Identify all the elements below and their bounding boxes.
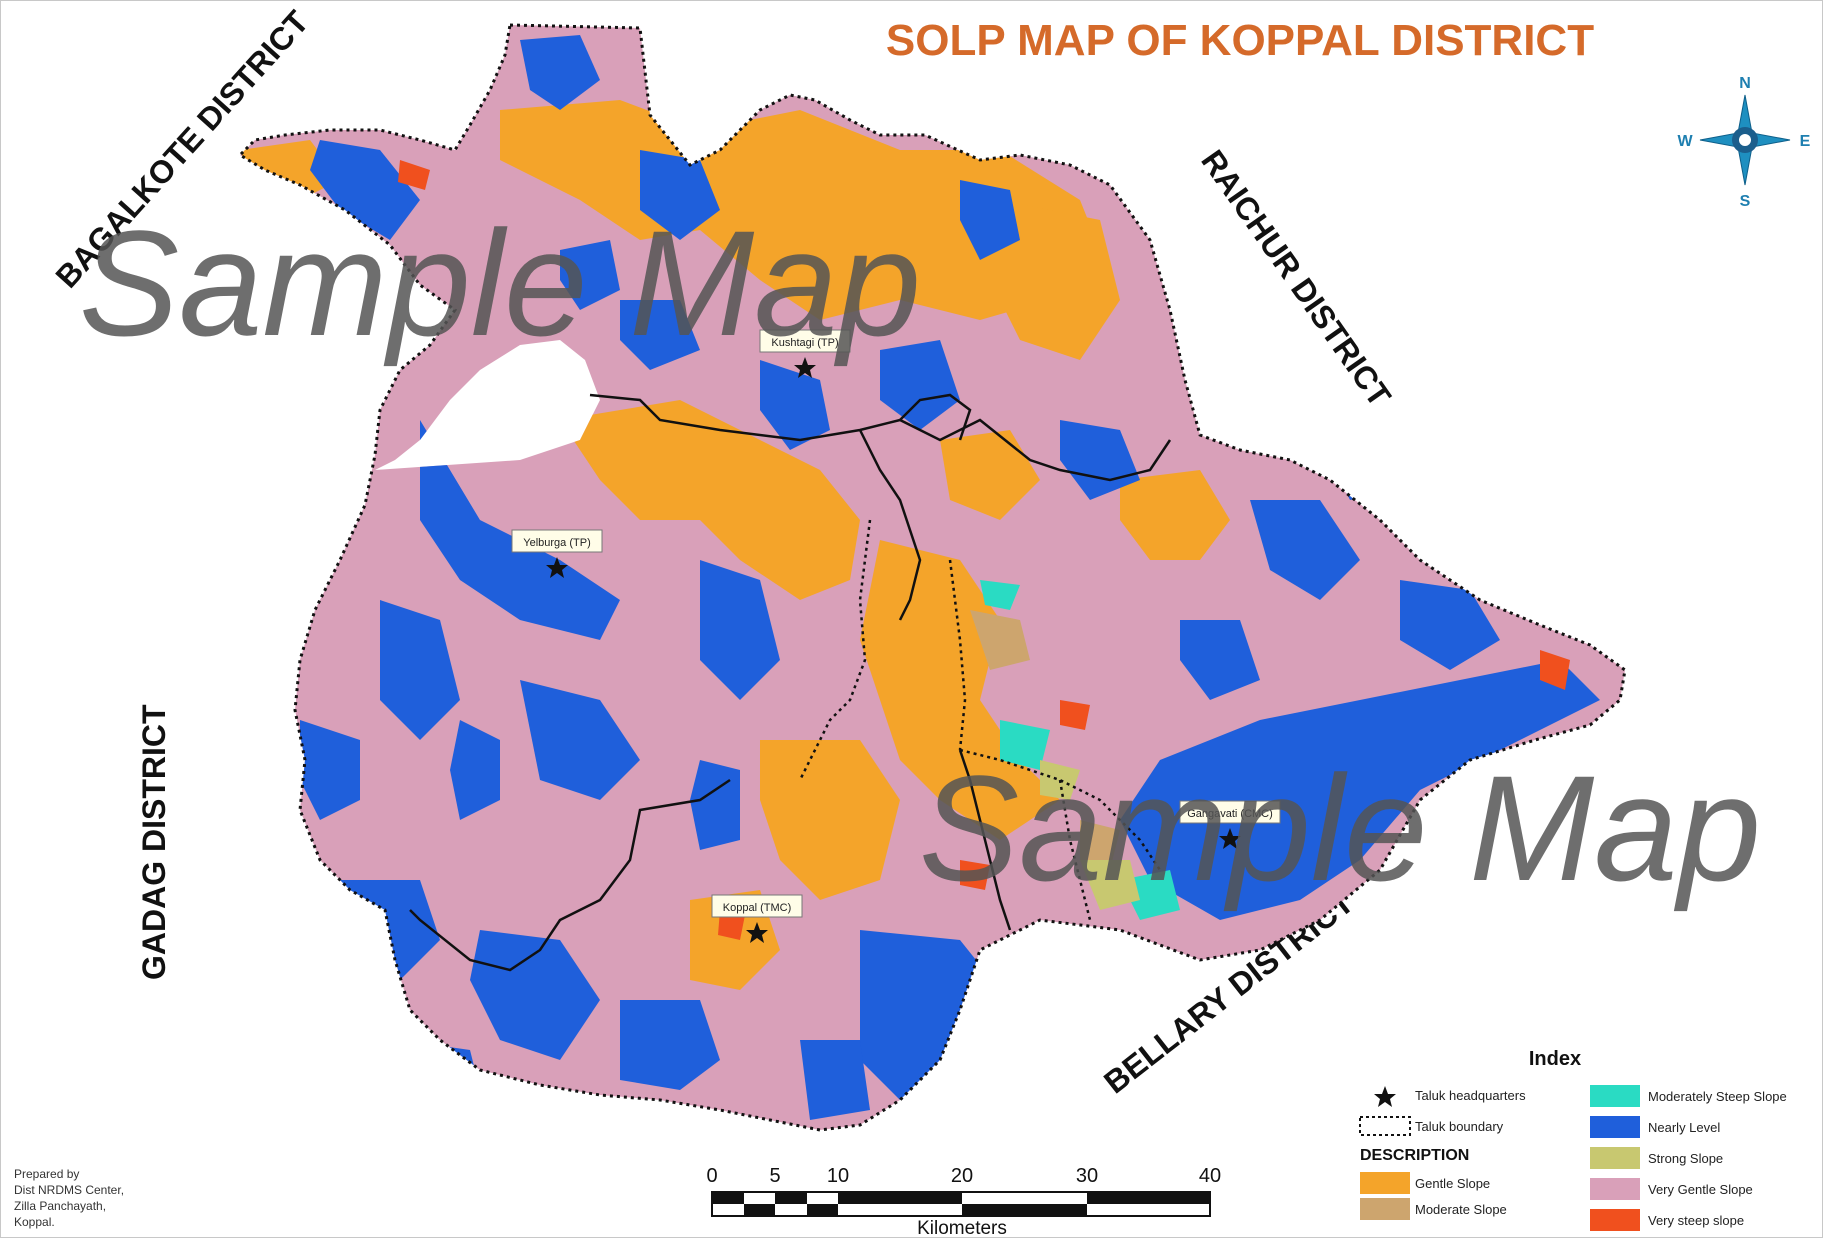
- credit-line: Koppal.: [14, 1215, 55, 1229]
- legend-description-heading: DESCRIPTION: [1360, 1147, 1469, 1164]
- credit-line: Zilla Panchayath,: [14, 1199, 106, 1213]
- scale-tick-label: 10: [827, 1165, 849, 1187]
- legend-label-strong-slope: Strong Slope: [1648, 1151, 1723, 1166]
- taluk-hq-star-icon: [546, 557, 568, 578]
- taluk-boundaries-dotted: [798, 519, 1162, 921]
- scale-unit: Kilometers: [917, 1218, 1007, 1238]
- credits: Prepared by Dist NRDMS Center, Zilla Pan…: [14, 1167, 124, 1229]
- swatch-very-gentle-slope: [1590, 1178, 1640, 1200]
- legend-label-very-gentle-slope: Very Gentle Slope: [1648, 1182, 1753, 1197]
- legend-label-taluk-hq: Taluk headquarters: [1415, 1088, 1526, 1103]
- credit-line: Prepared by: [14, 1167, 79, 1181]
- watermark: Sample Map: [919, 744, 1761, 912]
- swatch-very-steep-slope: [1590, 1209, 1640, 1231]
- town-koppal: Koppal (TMC): [711, 894, 803, 943]
- legend-title: Index: [1529, 1048, 1581, 1070]
- scale-tick-label: 0: [706, 1165, 717, 1187]
- scale-tick-label: 30: [1076, 1165, 1098, 1187]
- legend-label-gentle-slope: Gentle Slope: [1415, 1176, 1490, 1191]
- nearly-level-areas: [300, 35, 1600, 1120]
- legend-label-moderately-steep-slope: Moderately Steep Slope: [1648, 1089, 1787, 1104]
- map-title: SOLP MAP OF KOPPAL DISTRICT: [886, 16, 1594, 65]
- compass-north: N: [1739, 75, 1751, 92]
- swatch-strong-slope: [1590, 1147, 1640, 1169]
- credit-line: Dist NRDMS Center,: [14, 1183, 124, 1197]
- legend: Index Taluk headquarters Taluk boundary …: [1359, 1048, 1787, 1231]
- swatch-gentle-slope: [1360, 1172, 1410, 1194]
- town-label-koppal: Koppal (TMC): [723, 902, 791, 914]
- moderate-slope-areas: [970, 610, 1120, 870]
- scale-tick-label: 40: [1199, 1165, 1221, 1187]
- scale-tick-label: 5: [769, 1165, 780, 1187]
- swatch-nearly-level: [1590, 1116, 1640, 1138]
- taluk-hq-star-icon: [1219, 828, 1241, 849]
- town-gangavati: Gangavati (CMC): [1179, 800, 1281, 849]
- legend-label-very-steep-slope: Very steep slope: [1648, 1213, 1744, 1228]
- town-kushtagi: Kushtagi (TP): [759, 329, 851, 378]
- gentle-slope-areas: [240, 100, 1230, 990]
- compass-west: W: [1677, 133, 1693, 150]
- compass-east: E: [1800, 133, 1811, 150]
- neighbour-label-raichur: RAICHUR DISTRICT: [1194, 143, 1398, 413]
- town-yelburga: Yelburga (TP): [511, 529, 603, 578]
- taluk-hq-star-icon: [746, 922, 768, 943]
- taluk-boundaries: [409, 393, 1172, 972]
- very-steep-slope-areas: [398, 160, 1570, 940]
- watermark: Sample Map: [79, 199, 921, 367]
- swatch-moderate-slope: [1360, 1198, 1410, 1220]
- swatch-moderately-steep-slope: [1590, 1085, 1640, 1107]
- neighbour-label-gadag: GADAG DISTRICT: [136, 704, 172, 980]
- town-label-kushtagi: Kushtagi (TP): [771, 337, 838, 349]
- legend-label-nearly-level: Nearly Level: [1648, 1120, 1720, 1135]
- taluk-hq-star-icon: [1374, 1086, 1396, 1107]
- strong-slope-areas: [1040, 760, 1140, 910]
- district-map: [237, 23, 1627, 1132]
- compass-south: S: [1740, 193, 1751, 210]
- legend-label-taluk-boundary: Taluk boundary: [1415, 1119, 1504, 1134]
- taluk-boundary-swatch: [1359, 1116, 1411, 1136]
- taluk-hq-star-icon: [794, 357, 816, 378]
- scale-tick-label: 20: [951, 1165, 973, 1187]
- legend-label-moderate-slope: Moderate Slope: [1415, 1202, 1507, 1217]
- scale-bar: 0 5 10 20 30 40 Kilometers: [706, 1165, 1221, 1239]
- town-label-gangavati: Gangavati (CMC): [1187, 808, 1273, 820]
- compass-rose: N S W E: [1677, 75, 1810, 210]
- town-label-yelburga: Yelburga (TP): [523, 537, 590, 549]
